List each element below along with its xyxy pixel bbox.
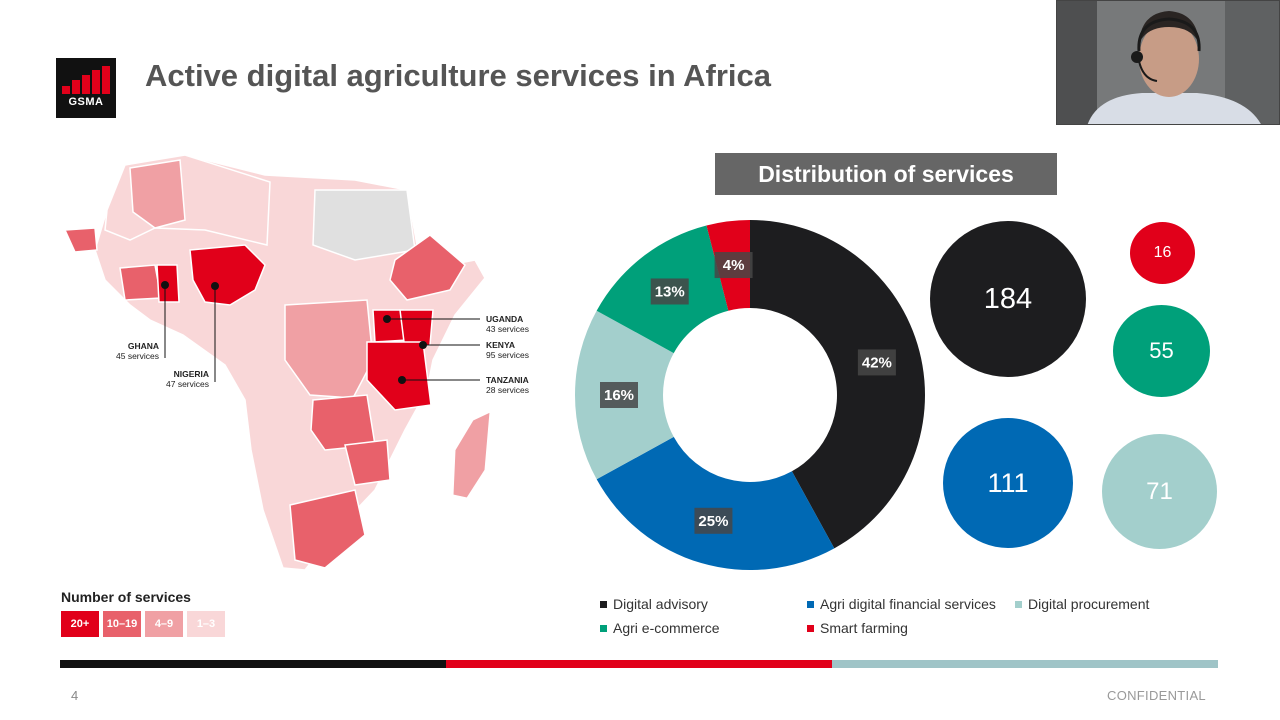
gsma-bars-icon <box>62 66 110 94</box>
bubble-value-smart-farming: 16 <box>1153 244 1172 261</box>
bubble-value-agri-financial: 111 <box>987 467 1029 498</box>
donut-label-bg <box>650 278 689 305</box>
africa-map: GHANA 45 services NIGERIA 47 services UG… <box>63 154 529 571</box>
bubble-value-digital-procurement: 71 <box>1146 477 1173 505</box>
donut-label-digital-procurement: 16% <box>600 382 638 408</box>
callout-nigeria-count: 47 services <box>166 379 209 389</box>
donut-label-bg <box>714 252 753 279</box>
legend-swatch-10-19: 10–19 <box>103 611 141 637</box>
donut-chart: 42% 25% 16% 13% 4% <box>575 220 925 570</box>
webcam-video <box>1056 0 1280 125</box>
callout-uganda-name: UGANDA <box>486 314 523 324</box>
legend-item-agri-financial: Agri digital financial services <box>807 596 996 612</box>
donut-label-bg <box>600 382 638 408</box>
donut-label-smart-farming: 4% <box>714 252 753 279</box>
callout-kenya-name: KENYA <box>486 340 515 350</box>
bubble-digital-advisory: 184 <box>930 221 1086 377</box>
callout-tanzania-name: TANZANIA <box>486 375 529 385</box>
legend-label: Digital advisory <box>613 596 708 612</box>
page-title: Active digital agriculture services in A… <box>145 58 771 93</box>
legend-item-agri-ecommerce: Agri e-commerce <box>600 620 720 636</box>
footer-bar-black <box>60 660 446 668</box>
donut-slice-digital-advisory <box>750 220 925 549</box>
callout-uganda-count: 43 services <box>486 324 529 334</box>
footer-bar-red <box>446 660 832 668</box>
donut-label-agri-financial: 25% <box>694 507 733 534</box>
legend-swatch-4-9: 4–9 <box>145 611 183 637</box>
callout-nigeria-name: NIGERIA <box>174 369 209 379</box>
bubble-agri-financial: 111 <box>943 418 1073 548</box>
donut-slice-agri-financial <box>596 436 835 570</box>
callout-tanzania-count: 28 services <box>486 385 529 395</box>
legend-swatch <box>1015 600 1022 608</box>
bubble-digital-procurement: 71 <box>1102 434 1217 549</box>
gsma-logo: GSMA <box>56 58 116 118</box>
bubble-smart-farming: 16 <box>1130 222 1195 284</box>
distribution-title: Distribution of services <box>715 153 1057 195</box>
donut-label-text: 16% <box>604 387 634 404</box>
legend-swatch <box>600 600 607 608</box>
legend-item-smart-farming: Smart farming <box>807 620 908 636</box>
donut-label-bg <box>694 507 733 534</box>
legend-label: Agri digital financial services <box>820 596 996 612</box>
legend-swatch <box>807 600 814 608</box>
page-number: 4 <box>71 688 79 703</box>
legend-swatch <box>600 624 607 632</box>
donut-label-text: 13% <box>655 283 685 300</box>
bubble-value-digital-advisory: 184 <box>983 282 1033 315</box>
map-callouts <box>161 281 480 384</box>
legend-label: Agri e-commerce <box>613 620 720 636</box>
map-legend: 20+ 10–19 4–9 1–3 <box>61 611 225 637</box>
legend-swatch <box>807 624 814 632</box>
bubble-value-agri-ecommerce: 55 <box>1149 338 1174 363</box>
donut-label-text: 42% <box>862 354 892 371</box>
legend-swatch-1-3: 1–3 <box>187 611 225 637</box>
donut-label-text: 25% <box>698 513 728 530</box>
donut-label-agri-ecommerce: 13% <box>650 278 689 305</box>
legend-item-digital-procurement: Digital procurement <box>1015 596 1149 612</box>
donut-label-text: 4% <box>723 257 745 274</box>
bubble-agri-ecommerce: 55 <box>1113 305 1210 397</box>
donut-label-digital-advisory: 42% <box>857 349 896 376</box>
logo-text: GSMA <box>68 96 104 108</box>
legend-label: Digital procurement <box>1028 596 1150 612</box>
legend-item-digital-advisory: Digital advisory <box>600 596 708 612</box>
callout-kenya-count: 95 services <box>486 350 529 360</box>
confidential-label: CONFIDENTIAL <box>1107 688 1206 703</box>
callout-ghana-name: GHANA <box>128 341 159 351</box>
donut-label-bg <box>857 349 896 376</box>
callout-ghana-count: 45 services <box>116 351 159 361</box>
map-legend-title: Number of services <box>61 589 191 605</box>
legend-label: Smart farming <box>820 620 908 636</box>
legend-swatch-20-plus: 20+ <box>61 611 99 637</box>
presenter-image <box>1057 1 1279 124</box>
footer-bar-teal <box>832 660 1218 668</box>
